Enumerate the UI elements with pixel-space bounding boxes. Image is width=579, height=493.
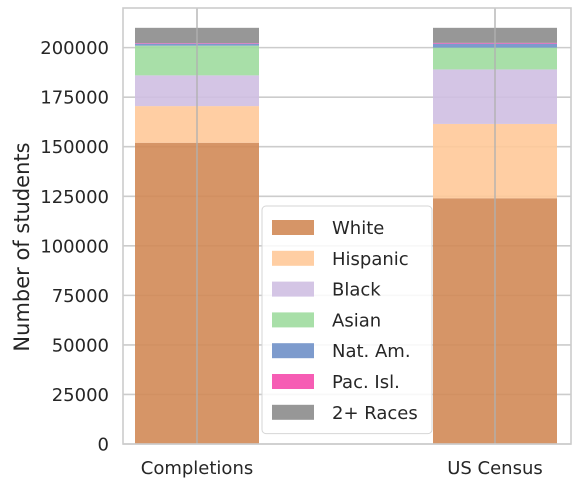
x-tick-label: US Census [447,458,543,479]
legend-swatch [272,220,314,235]
legend-label: Asian [332,310,381,331]
legend-label: Nat. Am. [332,341,411,362]
legend-label: Black [332,280,381,301]
y-tick-label: 25000 [52,385,109,406]
legend-label: 2+ Races [332,403,418,424]
legend: White Hispanic Black Asian Nat. Am. Pac. Isl.… [261,205,433,435]
vertical-grid-layer [196,8,496,444]
legend-label: Hispanic [332,249,409,270]
legend-swatch [272,404,314,420]
plot-frame [122,7,572,445]
y-tick-label: 175000 [40,88,109,109]
legend-swatch [272,312,314,328]
y-axis-label: Number of students [10,142,34,351]
legend-label: White [332,218,384,239]
y-tick-label: 125000 [40,187,109,208]
y-tick-label: 50000 [52,335,109,356]
legend-swatch [272,281,314,297]
x-tick-label: Completions [141,458,253,479]
legend-swatch [272,343,314,359]
legend-label: Pac. Isl. [332,372,400,393]
axes-layer [122,7,572,445]
y-tick-label: 0 [98,435,109,456]
legend-swatch [272,374,314,389]
y-tick-label: 200000 [40,38,109,59]
y-tick-label: 100000 [40,236,109,257]
tick-labels-layer: 0 25000 50000 75000 100000 125000 150000 175000… [40,38,542,479]
y-tick-label: 75000 [52,286,109,307]
legend-swatch [272,250,314,266]
y-tick-label: 150000 [40,137,109,158]
